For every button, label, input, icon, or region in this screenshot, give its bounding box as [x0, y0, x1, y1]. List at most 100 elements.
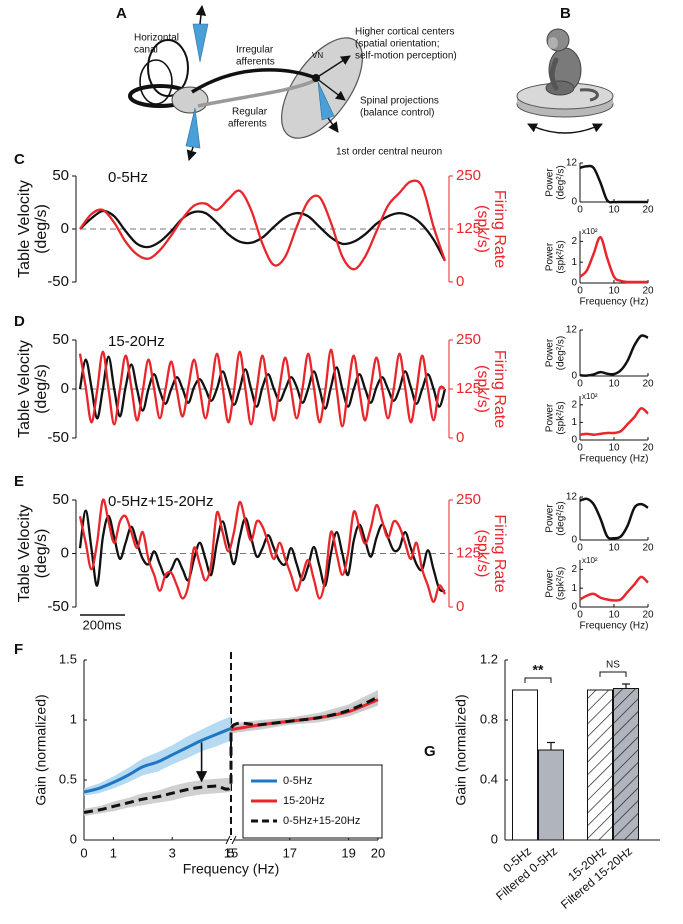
error-band [84, 716, 231, 796]
monkey-illustration [516, 28, 614, 134]
y2-tick-label: 125 [456, 544, 481, 561]
y2-axis-label: (spk/s) [474, 205, 491, 253]
y-axis-label: (deg²/s) [556, 165, 567, 199]
diagram-label: VN [312, 51, 323, 60]
significance-label: ** [533, 662, 544, 678]
arrow [315, 77, 346, 101]
y-axis-label: (deg/s) [33, 204, 50, 254]
y-axis-label: Gain (normalized) [453, 694, 469, 805]
series-line [83, 695, 379, 814]
x-tick-label: 1 [110, 845, 117, 860]
x-tick-label: 10 [608, 610, 620, 621]
x-tick-label: 10 [608, 379, 620, 390]
legend-label: 0-5Hz [283, 775, 312, 787]
y-tick-label: -50 [47, 273, 69, 290]
series-line [83, 727, 232, 794]
regular-afferent [197, 78, 317, 108]
y-multiplier: x10² [582, 556, 598, 565]
y-axis-label: (spk²/s) [556, 567, 567, 600]
panel-label: G [424, 743, 436, 760]
monkey-face [548, 37, 558, 49]
y-tick-label: 0 [61, 380, 69, 397]
y2-tick-label: 250 [456, 491, 481, 508]
legend-label: 15-20Hz [283, 795, 325, 807]
y-tick-label: 12 [566, 325, 578, 336]
y-tick-label: 1 [571, 417, 577, 428]
panel-label: D [14, 313, 25, 330]
series-line [78, 498, 447, 604]
significance-bracket [524, 677, 552, 683]
panel-label: C [14, 151, 25, 168]
x-tick-label: 0 [577, 205, 583, 216]
axis-break [225, 835, 231, 845]
diagram-label: 1st order central neuron [336, 147, 442, 158]
diagram-label: afferents [236, 57, 275, 68]
y-axis-label: Power [545, 168, 556, 197]
chart-title: 0-5Hz [108, 169, 148, 186]
y-tick-label: 2 [571, 236, 577, 247]
axis-break [231, 835, 237, 845]
y-multiplier: x10² [582, 392, 598, 401]
x-tick-label: 10 [608, 543, 620, 554]
y2-axis-label: Firing Rate [491, 514, 508, 592]
monkey-legs [545, 80, 575, 96]
y-tick-label: 0 [491, 831, 498, 846]
y-tick-label: 12 [566, 158, 578, 169]
significance-label: NS [606, 660, 620, 671]
schematic: Horizontal canal Irregular afferents Reg… [128, 4, 457, 162]
series-line [579, 235, 648, 284]
y2-axis-label: Firing Rate [491, 350, 508, 428]
series-line [78, 509, 446, 593]
y-tick-label: 0 [61, 220, 69, 237]
x-axis-label: Frequency (Hz) [183, 861, 279, 877]
x-axis-label: Frequency (Hz) [580, 454, 649, 465]
tail [579, 88, 599, 102]
y-tick-label: 0 [571, 602, 577, 613]
chart-title: 15-20Hz [108, 333, 165, 350]
x-tick-label: 5 [227, 845, 234, 860]
y-axis-label: Power [545, 242, 556, 271]
series-line [579, 575, 649, 602]
y2-axis-label: Firing Rate [491, 190, 508, 268]
y-tick-label: 0 [571, 535, 577, 546]
diagram-label: self-motion perception) [355, 51, 457, 62]
ampulla [171, 86, 209, 114]
series-line [579, 497, 649, 540]
diagram-label: (balance control) [360, 108, 434, 119]
panel-label: A [116, 5, 127, 22]
diagram-label: Spinal projections [360, 96, 439, 107]
diagram-label: Higher cortical centers [355, 27, 454, 38]
x-tick-label: 20 [371, 845, 385, 860]
x-tick-label: 20 [642, 379, 654, 390]
series-line [78, 348, 446, 428]
y-tick-label: 2 [571, 564, 577, 575]
y2-tick-label: 125 [456, 380, 481, 397]
y2-axis-label: (spk/s) [474, 365, 491, 413]
arrow [195, 4, 207, 25]
x-tick-label: 0 [577, 443, 583, 454]
panel-label: B [560, 5, 571, 22]
x-tick-label: 3 [169, 845, 176, 860]
monkey-arm [549, 57, 559, 91]
y-tick-label: 0.8 [480, 711, 498, 726]
y-tick-label: 0 [571, 371, 577, 382]
x-axis-label: Frequency (Hz) [580, 621, 649, 632]
y-tick-label: 0 [571, 278, 577, 289]
x-tick-label: 0 [577, 286, 583, 297]
y-axis-label: Table Velocity [16, 505, 33, 603]
significance-bracket [599, 671, 627, 677]
y-tick-label: 50 [52, 331, 69, 348]
legend-label: 0-5Hz+15-20Hz [283, 815, 360, 827]
y-tick-label: 12 [566, 492, 578, 503]
y-tick-label: 0.4 [480, 771, 498, 786]
series-line [579, 407, 649, 436]
rotation-arrow [527, 123, 603, 134]
y-tick-label: 0 [571, 197, 577, 208]
x-tick-label: 0 [80, 845, 87, 860]
y2-tick-label: 250 [456, 167, 481, 184]
y-tick-label: 2 [571, 399, 577, 410]
bar [512, 689, 538, 841]
series-line [79, 179, 447, 271]
y-tick-label: 0 [61, 544, 69, 561]
